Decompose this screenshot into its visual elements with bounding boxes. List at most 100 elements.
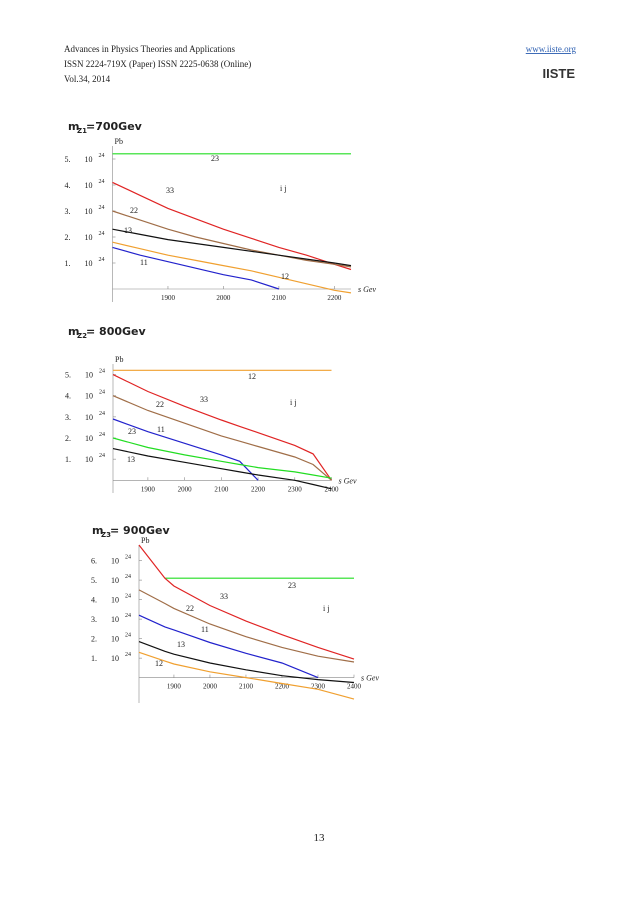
series-line: [112, 448, 332, 490]
y-axis-label: Pb: [115, 137, 123, 146]
y-tick-label: 5.: [65, 371, 71, 380]
series-line: [138, 614, 319, 679]
x-tick-label: 2100: [239, 683, 254, 691]
curve-annotation: 22: [156, 400, 164, 409]
y-tick-exp: 24: [99, 153, 105, 159]
y-tick-exp: 24: [125, 613, 131, 619]
y-tick-exp: 24: [99, 369, 105, 375]
y-tick-label: 4.: [91, 596, 97, 605]
y-axis-label: Pb: [141, 536, 149, 545]
x-tick-label: 2400: [325, 485, 340, 493]
y-tick-exp: 24: [99, 453, 105, 459]
y-tick-base: 10: [85, 233, 93, 242]
x-tick-label: 2400: [347, 683, 362, 691]
chart-title-rest: =700Gev: [86, 120, 143, 133]
y-tick-exp: 24: [99, 205, 105, 211]
y-tick-exp: 24: [99, 411, 105, 417]
y-tick-base: 10: [85, 392, 93, 401]
series-line: [138, 589, 355, 663]
chart-title: m: [92, 524, 103, 537]
chart-title-rest: = 800Gev: [86, 325, 146, 338]
curve-annotation: 12: [155, 659, 163, 668]
series-line: [112, 241, 352, 294]
y-tick-label: 3.: [91, 615, 97, 624]
series-line: [112, 210, 352, 268]
y-tick-label: 4.: [65, 392, 71, 401]
y-tick-exp: 24: [125, 555, 131, 561]
y-tick-label: 4.: [65, 181, 71, 190]
curve-annotation: 11: [201, 625, 209, 634]
curve-annotation: i j: [290, 398, 296, 407]
y-tick-base: 10: [85, 371, 93, 380]
chart-title-sub: Z3: [101, 531, 111, 539]
y-tick-base: 10: [85, 413, 93, 422]
y-tick-label: 2.: [65, 233, 71, 242]
y-tick-label: 1.: [65, 259, 71, 268]
x-tick-label: 1900: [167, 683, 182, 691]
curve-annotation: 12: [281, 272, 289, 281]
chart-title: m: [68, 325, 79, 338]
y-tick-base: 10: [111, 596, 119, 605]
y-tick-exp: 24: [125, 594, 131, 600]
y-tick-exp: 24: [99, 432, 105, 438]
journal-url[interactable]: www.iiste.org: [526, 44, 577, 54]
y-tick-base: 10: [111, 557, 119, 566]
y-tick-base: 10: [85, 455, 93, 464]
y-tick-base: 10: [85, 155, 93, 164]
x-tick-label: 2200: [251, 485, 266, 493]
y-tick-exp: 24: [125, 652, 131, 658]
y-tick-label: 5.: [65, 155, 71, 164]
x-axis-label: s Gev: [361, 674, 379, 683]
y-tick-exp: 24: [99, 257, 105, 263]
series-line: [112, 437, 332, 479]
y-tick-label: 1.: [91, 654, 97, 663]
y-tick-base: 10: [111, 615, 119, 624]
series-line: [112, 246, 280, 290]
y-tick-label: 2.: [65, 434, 71, 443]
x-axis-label: s Gev: [339, 476, 357, 485]
series-line: [112, 374, 332, 481]
x-tick-label: 1900: [141, 485, 156, 493]
y-tick-exp: 24: [99, 390, 105, 396]
curve-annotation: 23: [288, 581, 296, 590]
y-tick-label: 2.: [91, 635, 97, 644]
curve-annotation: i j: [280, 184, 286, 193]
y-tick-base: 10: [85, 181, 93, 190]
y-tick-label: 5.: [91, 576, 97, 585]
series-line: [138, 641, 355, 684]
curve-annotation: 33: [166, 186, 174, 195]
curve-annotation: 33: [200, 395, 208, 404]
y-tick-base: 10: [111, 654, 119, 663]
chart-title: m: [68, 120, 79, 133]
x-tick-label: 2200: [327, 294, 342, 302]
chart-title-sub: Z2: [77, 332, 87, 340]
x-tick-label: 2100: [214, 485, 229, 493]
series-line: [112, 181, 352, 271]
y-tick-exp: 24: [125, 633, 131, 639]
y-tick-label: 1.: [65, 455, 71, 464]
x-tick-label: 2300: [311, 683, 326, 691]
y-tick-label: 6.: [91, 557, 97, 566]
curve-annotation: 11: [157, 425, 165, 434]
issn: ISSN 2224-719X (Paper) ISSN 2225-0638 (O…: [64, 59, 251, 69]
x-tick-label: 2000: [203, 683, 218, 691]
curve-annotation: 33: [220, 592, 228, 601]
series-line: [112, 228, 352, 267]
y-tick-base: 10: [85, 207, 93, 216]
page-number: 13: [314, 832, 326, 844]
curve-annotation: i j: [323, 604, 329, 613]
y-axis-label: Pb: [115, 355, 123, 364]
x-tick-label: 2000: [216, 294, 231, 302]
y-tick-base: 10: [111, 576, 119, 585]
chart-title-rest: = 900Gev: [110, 524, 170, 537]
y-tick-exp: 24: [125, 574, 131, 580]
curve-annotation: 13: [177, 640, 185, 649]
curve-annotation: 22: [186, 604, 194, 613]
chart-title-sub: Z1: [77, 127, 87, 135]
x-tick-label: 1900: [161, 294, 176, 302]
curve-annotation: 12: [248, 372, 256, 381]
curve-annotation: 22: [130, 206, 138, 215]
volume: Vol.34, 2014: [64, 74, 111, 84]
x-tick-label: 2300: [288, 485, 303, 493]
